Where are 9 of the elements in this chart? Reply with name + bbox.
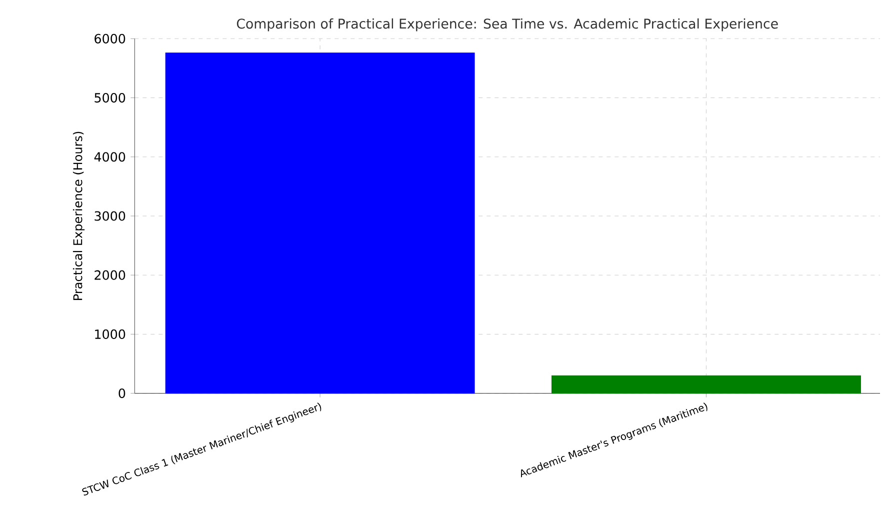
- y-axis-title: Practical Experience (Hours): [72, 132, 85, 300]
- chart-title: Comparison of Practical Experience: Sea Time vs. Academic Practical Experience: [236, 18, 778, 32]
- y-tick-label: 0: [118, 388, 126, 398]
- y-tick-label: 2000: [94, 270, 126, 280]
- y-tick-label: 4000: [94, 152, 126, 162]
- y-tick-label: 6000: [94, 34, 126, 44]
- y-tick-label: 1000: [95, 329, 126, 340]
- y-tick-label: 5000: [94, 92, 126, 103]
- y-tick-label: 3000: [94, 211, 126, 221]
